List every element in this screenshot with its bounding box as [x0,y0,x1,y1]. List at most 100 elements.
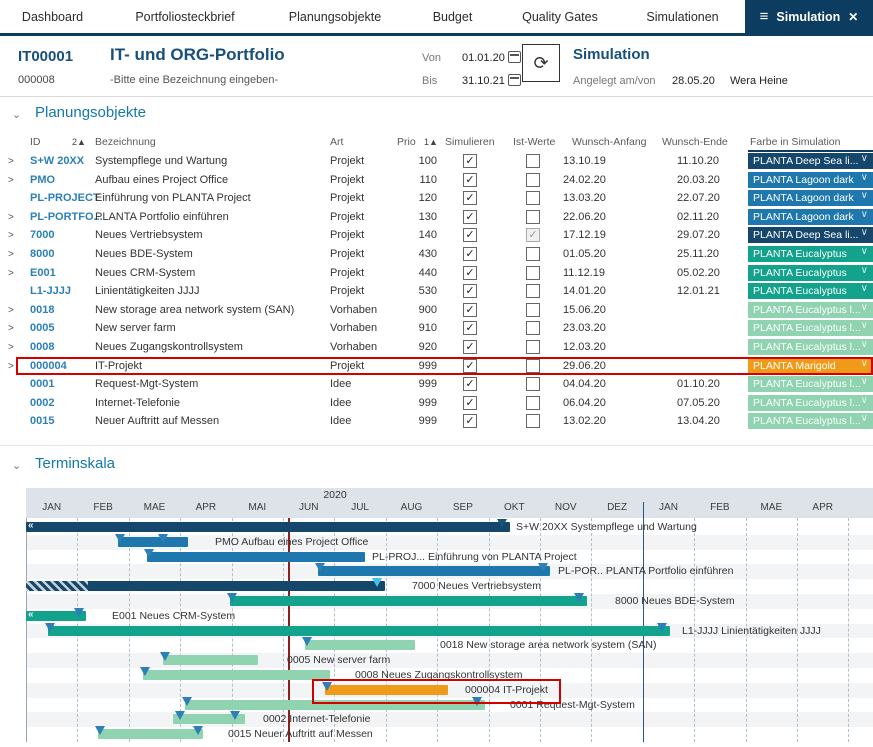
gantt-bar[interactable] [185,700,485,710]
color-dropdown[interactable]: PLANTA Marigold∨ [748,358,873,374]
color-dropdown[interactable]: PLANTA Lagoon dark∨ [748,172,873,188]
simulieren-checkbox[interactable]: ✓ [463,266,477,280]
simulieren-checkbox[interactable]: ✓ [463,414,477,428]
row-id-link[interactable]: 8000 [30,248,54,260]
hamburger-icon[interactable]: ≡ [760,9,769,24]
row-id-link[interactable]: PL-PORTFO... [30,211,103,223]
row-id-link[interactable]: 0001 [30,378,54,390]
simulieren-checkbox[interactable]: ✓ [463,173,477,187]
ist-werte-checkbox[interactable]: ✓ [526,228,540,242]
row-id-link[interactable]: E001 [30,267,56,279]
expand-chevron-icon[interactable]: > [8,268,14,279]
terminskala-heading[interactable]: Terminskala [35,455,115,472]
ist-werte-checkbox[interactable] [526,359,540,373]
expand-chevron-icon[interactable]: > [8,305,14,316]
row-id-link[interactable]: 000004 [30,360,67,372]
refresh-button[interactable]: ⟳ [522,44,560,82]
col-header-wunsch-anfang[interactable]: Wunsch-Anfang [572,136,647,148]
chevron-down-icon[interactable]: ⌄ [12,459,21,472]
simulieren-checkbox[interactable]: ✓ [463,340,477,354]
von-value[interactable]: 01.01.20 [462,52,505,64]
color-dropdown[interactable]: PLANTA Eucalyptus l...∨ [748,320,873,336]
color-dropdown[interactable]: PLANTA Eucalyptus l...∨ [748,302,873,318]
chevron-down-icon[interactable]: ⌄ [12,108,21,121]
expand-chevron-icon[interactable]: > [8,175,14,186]
ist-werte-checkbox[interactable] [526,247,540,261]
color-dropdown[interactable]: PLANTA Eucalyptus l...∨ [748,376,873,392]
calendar-icon[interactable] [508,74,521,86]
simulieren-checkbox[interactable]: ✓ [463,228,477,242]
simulieren-checkbox[interactable]: ✓ [463,377,477,391]
color-dropdown[interactable]: PLANTA Eucalyptus∨ [748,283,873,299]
tab-simulation-active[interactable]: ≡ Simulation ✕ [745,0,873,33]
row-id-link[interactable]: 0015 [30,415,54,427]
simulieren-checkbox[interactable]: ✓ [463,396,477,410]
col-header-farbe[interactable]: Farbe in Simulation [750,136,840,148]
ist-werte-checkbox[interactable] [526,377,540,391]
planungsobjekte-heading[interactable]: Planungsobjekte [35,104,146,121]
simulieren-checkbox[interactable]: ✓ [463,303,477,317]
ist-werte-checkbox[interactable] [526,173,540,187]
color-dropdown[interactable]: PLANTA Deep Sea li...∨ [748,227,873,243]
simulieren-checkbox[interactable]: ✓ [463,247,477,261]
gantt-bar[interactable] [325,685,448,695]
row-id-link[interactable]: S+W 20XX [30,155,84,167]
expand-chevron-icon[interactable]: > [8,323,14,334]
simulieren-checkbox[interactable]: ✓ [463,154,477,168]
gantt-bar[interactable]: « [26,522,510,532]
gantt-bar[interactable] [26,581,385,591]
col-header-wunsch-ende[interactable]: Wunsch-Ende [662,136,728,148]
gantt-bar[interactable] [98,729,203,739]
gantt-bar[interactable] [143,670,330,680]
expand-chevron-icon[interactable]: > [8,361,14,372]
row-id-link[interactable]: PMO [30,174,55,186]
color-dropdown[interactable]: PLANTA Eucalyptus l...∨ [748,413,873,429]
ist-werte-checkbox[interactable] [526,191,540,205]
simulieren-checkbox[interactable]: ✓ [463,284,477,298]
row-id-link[interactable]: 0002 [30,397,54,409]
ist-werte-checkbox[interactable] [526,321,540,335]
ist-werte-checkbox[interactable] [526,414,540,428]
simulieren-checkbox[interactable]: ✓ [463,359,477,373]
ist-werte-checkbox[interactable] [526,154,540,168]
gantt-bar[interactable] [163,655,258,665]
color-dropdown[interactable]: PLANTA Deep Sea li...∨ [748,153,873,169]
row-id-link[interactable]: 0018 [30,304,54,316]
color-dropdown[interactable]: PLANTA Eucalyptus∨ [748,246,873,262]
ist-werte-checkbox[interactable] [526,210,540,224]
ist-werte-checkbox[interactable] [526,396,540,410]
gantt-bar[interactable] [230,596,587,606]
gantt-bar[interactable] [147,552,365,562]
color-dropdown[interactable]: PLANTA Eucalyptus l...∨ [748,395,873,411]
bis-value[interactable]: 31.10.21 [462,75,505,87]
expand-chevron-icon[interactable]: > [8,342,14,353]
calendar-icon[interactable] [508,51,521,63]
ist-werte-checkbox[interactable] [526,266,540,280]
gantt-bar[interactable] [48,626,670,636]
tab-quality-gates[interactable]: Quality Gates [500,0,620,33]
ist-werte-checkbox[interactable] [526,340,540,354]
tab-budget[interactable]: Budget [405,0,500,33]
close-icon[interactable]: ✕ [848,10,858,24]
row-id-link[interactable]: 0008 [30,341,54,353]
tab-planungsobjekte[interactable]: Planungsobjekte [265,0,405,33]
color-dropdown[interactable]: PLANTA Eucalyptus l...∨ [748,339,873,355]
tab-dashboard[interactable]: Dashboard [0,0,105,33]
simulieren-checkbox[interactable]: ✓ [463,321,477,335]
gantt-bar[interactable] [118,537,188,547]
col-header-id[interactable]: ID [30,136,41,148]
row-id-link[interactable]: L1-JJJJ [30,285,71,297]
color-dropdown[interactable]: PLANTA Lagoon dark∨ [748,190,873,206]
col-header-art[interactable]: Art [330,136,343,148]
row-id-link[interactable]: 7000 [30,229,54,241]
simulieren-checkbox[interactable]: ✓ [463,210,477,224]
row-id-link[interactable]: 0005 [30,322,54,334]
gantt-bar[interactable] [305,640,415,650]
col-header-ist-werte[interactable]: Ist-Werte [513,136,555,148]
col-header-prio[interactable]: Prio [397,136,416,148]
gantt-bar[interactable] [318,566,550,576]
ist-werte-checkbox[interactable] [526,284,540,298]
ist-werte-checkbox[interactable] [526,303,540,317]
simulation-name-placeholder[interactable]: -Bitte eine Bezeichnung eingeben- [110,74,278,86]
col-header-bezeichnung[interactable]: Bezeichnung [95,136,156,148]
